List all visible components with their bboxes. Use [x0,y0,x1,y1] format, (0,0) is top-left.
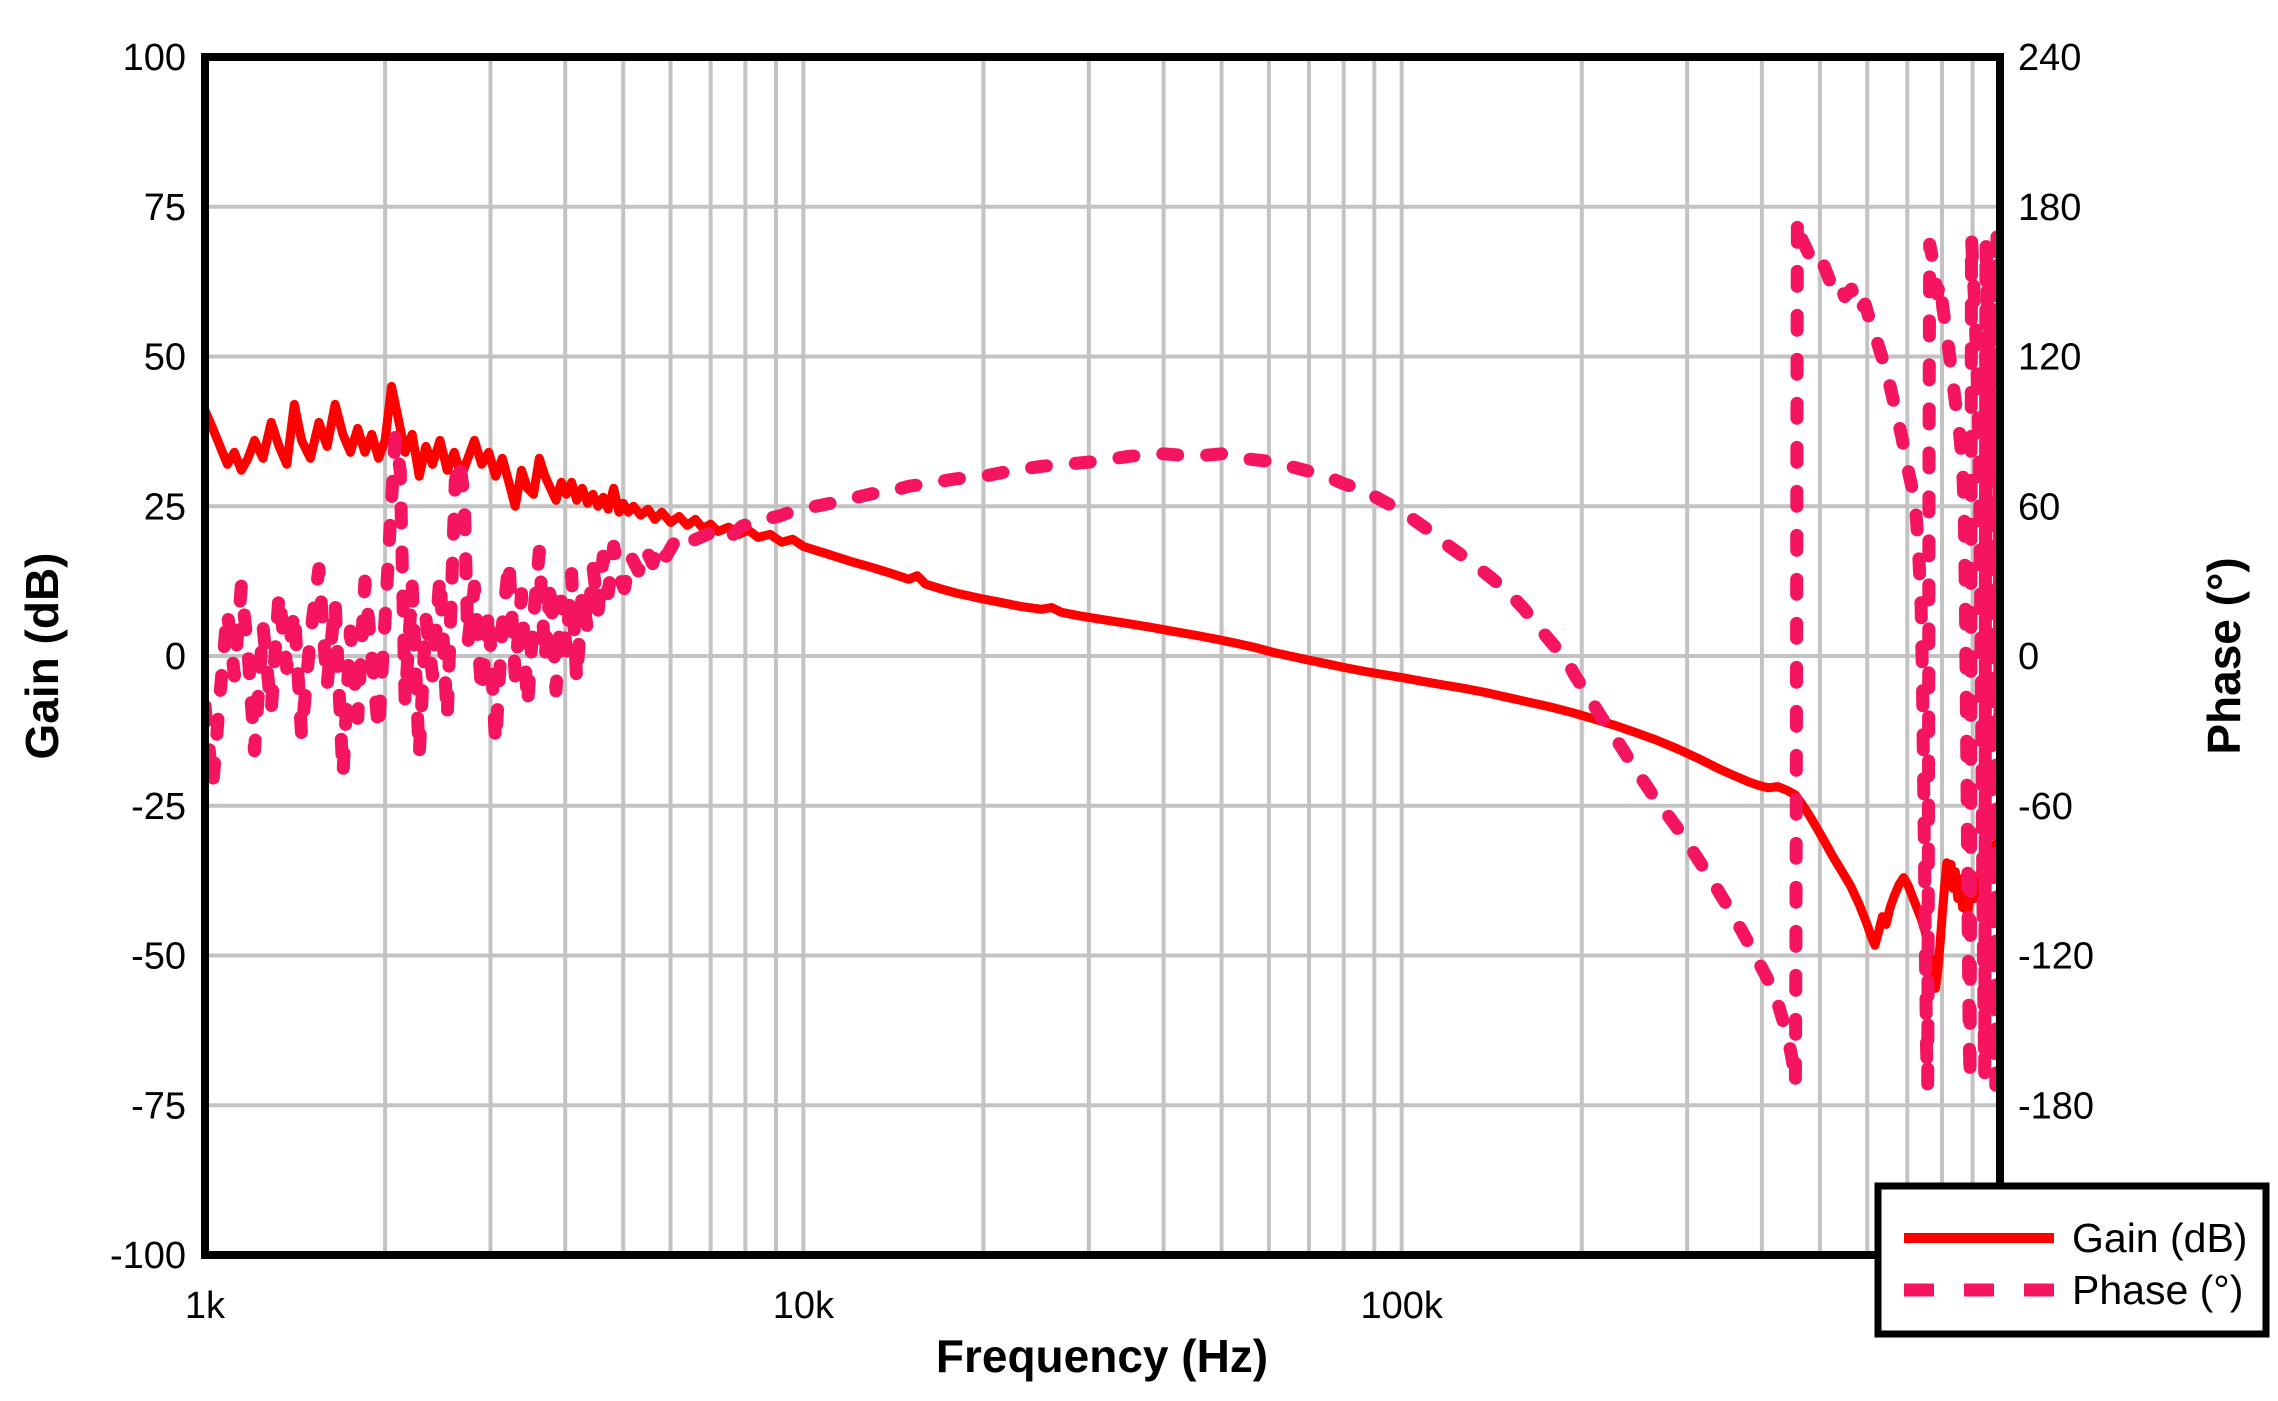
legend: Gain (dB) Phase (°) [1874,1182,2270,1338]
gain-tick-label: -75 [131,1085,186,1127]
gain-tick-label: -50 [131,936,186,978]
phase-tick-label: -180 [2018,1085,2094,1127]
x-axis-title: Frequency (Hz) [936,1330,1268,1382]
gain-curve [205,381,2000,993]
legend-box [1874,1182,2270,1338]
left-y-axis-title: Gain (dB) [16,553,68,760]
gain-tick-label: -25 [131,786,186,828]
right-y-axis-title: Phase (°) [2198,557,2250,754]
gain-tick-label: 100 [123,37,186,79]
phase-tick-label: 60 [2018,486,2060,528]
phase-tick-label: -60 [2018,786,2073,828]
gain-tick-label: 25 [144,486,186,528]
plot-frame [201,53,2004,1259]
gain-axis-tick-labels: 100 75 50 25 0 -25 -50 -75 -100 [110,37,186,1277]
grid-lines [205,57,2000,1255]
phase-tick-label: 120 [2018,337,2081,379]
phase-curve [205,212,2000,1092]
phase-tick-label: 240 [2018,37,2081,79]
frequency-axis-tick-labels: 1k10k100k1M [185,1285,2026,1327]
legend-phase-label: Phase (°) [2072,1267,2243,1313]
gain-tick-label: 75 [144,187,186,229]
gain-tick-label: 0 [165,636,186,678]
phase-tick-label: 180 [2018,187,2081,229]
legend-gain-label: Gain (dB) [2072,1215,2247,1261]
gain-tick-label: 50 [144,337,186,379]
frequency-tick-label: 10k [773,1285,835,1327]
frequency-tick-label: 1k [185,1285,226,1327]
frequency-tick-label: 100k [1360,1285,1443,1327]
phase-tick-label: 0 [2018,636,2039,678]
gain-tick-label: -100 [110,1235,186,1277]
phase-tick-label: -120 [2018,936,2094,978]
